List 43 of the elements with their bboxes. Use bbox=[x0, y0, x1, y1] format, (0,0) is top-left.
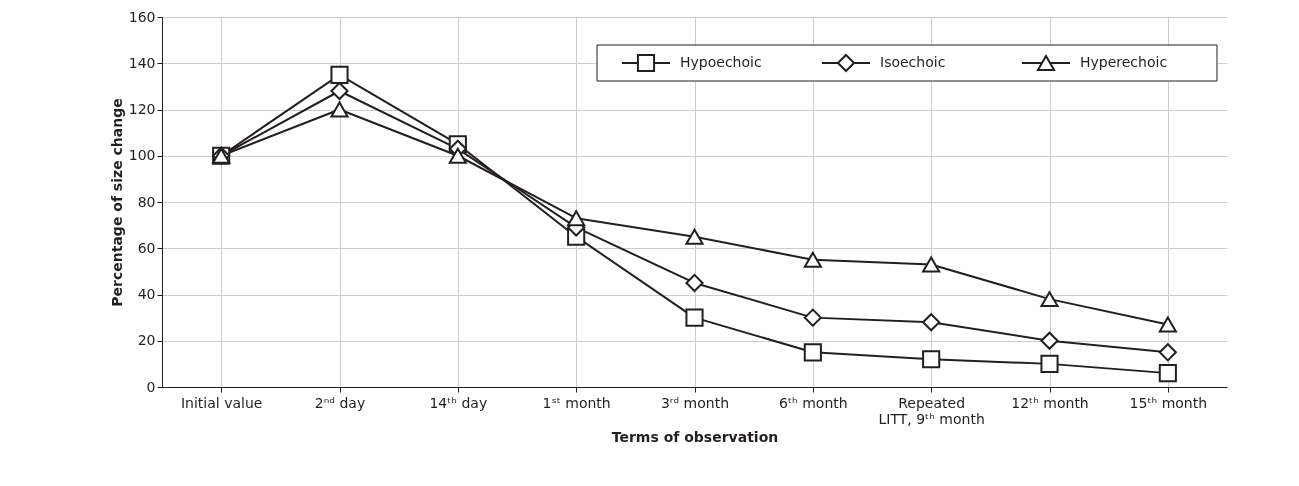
point bbox=[448, 147, 467, 164]
point bbox=[1040, 331, 1059, 350]
y-tick-label: 0 bbox=[146, 378, 156, 395]
y-axis-title: Percentage of size change bbox=[108, 98, 125, 307]
x-tick-label: 2ⁿᵈ day bbox=[314, 394, 366, 411]
point bbox=[1158, 316, 1177, 333]
legend-label: Isoechoic bbox=[880, 54, 946, 70]
y-tick-label: 20 bbox=[137, 332, 156, 349]
point bbox=[685, 273, 704, 292]
point bbox=[685, 308, 704, 327]
point bbox=[1158, 364, 1177, 383]
y-tick-label: 60 bbox=[137, 239, 156, 256]
point bbox=[803, 343, 822, 362]
point bbox=[685, 228, 704, 245]
point bbox=[567, 210, 586, 227]
point bbox=[803, 251, 822, 268]
legend-label: Hyperechoic bbox=[1080, 54, 1168, 70]
x-tick-label: 6ᵗʰ month bbox=[779, 394, 848, 411]
x-tick-label: 15ᵗʰ month bbox=[1129, 394, 1208, 411]
point bbox=[1158, 343, 1177, 362]
point bbox=[1040, 291, 1059, 308]
y-tick-label: 120 bbox=[128, 101, 156, 117]
x-tick-label: Initial value bbox=[180, 394, 263, 411]
legend-label: Hypoechoic bbox=[680, 54, 762, 70]
point bbox=[922, 350, 941, 369]
x-tick-label: 14ᵗʰ day bbox=[429, 394, 488, 411]
y-tick-label: 40 bbox=[137, 286, 156, 302]
x-axis-title: Terms of observation bbox=[611, 428, 779, 445]
point bbox=[330, 65, 349, 84]
x-tick-label: 12ᵗʰ month bbox=[1011, 394, 1089, 411]
point bbox=[922, 256, 941, 273]
point bbox=[330, 101, 349, 118]
point bbox=[803, 308, 822, 327]
x-tick-label: Repeated LITT, 9ᵗʰ month bbox=[878, 394, 985, 427]
y-tick-label: 100 bbox=[128, 147, 156, 164]
y-tick-label: 80 bbox=[137, 193, 156, 210]
y-tick-label: 140 bbox=[128, 54, 156, 71]
point bbox=[330, 81, 349, 101]
point bbox=[1040, 354, 1059, 373]
x-tick-label: 3ʳᵈ month bbox=[660, 394, 730, 411]
point bbox=[922, 313, 941, 332]
y-tick-label: 160 bbox=[128, 8, 156, 25]
x-tick-label: 1ˢᵗ month bbox=[542, 394, 611, 411]
